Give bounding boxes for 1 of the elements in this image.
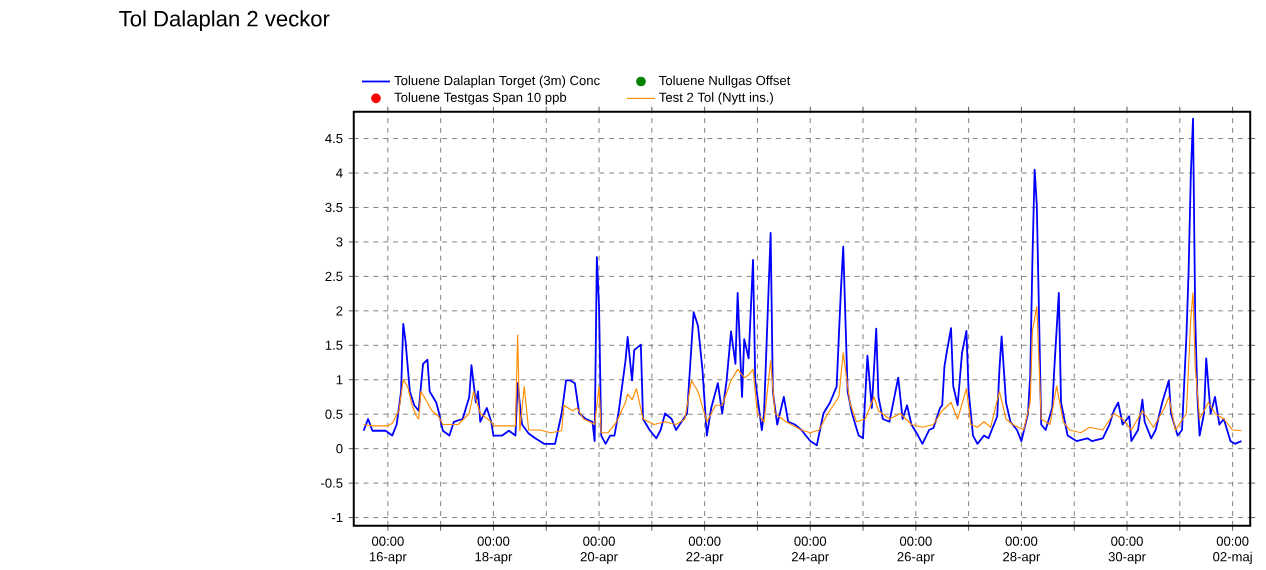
chart-title: Tol Dalaplan 2 veckor — [119, 10, 330, 32]
